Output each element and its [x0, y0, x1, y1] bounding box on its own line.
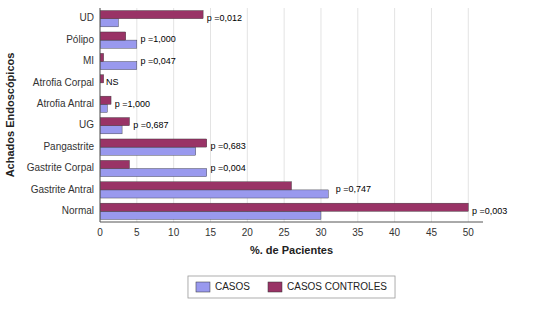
grid-line: [468, 8, 469, 222]
x-tick-label: 10: [168, 227, 180, 238]
chart: 0 5 10 15 20 25 30 35 40 45 50 Normal Gastrite Antra…: [0, 0, 533, 314]
p-value: p =0,683: [210, 141, 245, 151]
legend-swatch: [196, 282, 210, 292]
y-tick-label: Pangastrite: [43, 141, 94, 152]
x-tick-label: 30: [315, 227, 327, 238]
bar: [100, 40, 137, 48]
bar: [100, 75, 104, 83]
x-tick-label: 20: [242, 227, 254, 238]
bar: [100, 147, 196, 155]
bar: [100, 160, 129, 168]
grid: [100, 8, 468, 222]
x-tick-label: 5: [134, 227, 140, 238]
bar: [100, 126, 122, 134]
y-tick-label: UD: [80, 12, 94, 23]
x-tick-label: 25: [279, 227, 291, 238]
legend-frame: [188, 276, 395, 298]
x-tick-label: 50: [463, 227, 475, 238]
p-value: p =0,047: [141, 56, 176, 66]
legend-label: CASOS: [215, 281, 250, 292]
bars: [100, 11, 468, 220]
legend-label: CASOS CONTROLES: [287, 281, 387, 292]
x-tick-label: 15: [205, 227, 217, 238]
p-value: p =1,000: [115, 99, 150, 109]
bar: [100, 104, 107, 112]
x-tick-label: 0: [97, 227, 103, 238]
y-tick-label: Normal: [62, 205, 94, 216]
bar: [100, 182, 292, 190]
y-tick-label: MI: [83, 55, 94, 66]
bar: [100, 139, 207, 147]
legend-item: CASOS CONTROLES: [268, 281, 387, 292]
bar: [100, 32, 126, 40]
bar: [100, 169, 207, 177]
legend: CASOS CASOS CONTROLES: [188, 276, 395, 298]
y-axis-line: [100, 8, 101, 222]
bar: [100, 203, 468, 211]
y-tick-label: Gastrite Antral: [31, 184, 94, 195]
legend-item: CASOS: [196, 281, 250, 292]
bar: [100, 19, 118, 27]
x-axis-label: %. de Pacientes: [250, 244, 333, 256]
bar: [100, 190, 328, 198]
x-tick-label: 45: [426, 227, 438, 238]
x-axis-line: [100, 222, 483, 223]
bar: [100, 53, 104, 61]
grid-line: [431, 8, 432, 222]
p-value: p =1,000: [141, 34, 176, 44]
y-tick-label: Atrofia Corpal: [33, 77, 94, 88]
legend-swatch: [268, 282, 282, 292]
grid-line: [394, 8, 395, 222]
p-value: p =0,747: [336, 184, 371, 194]
bar: [100, 118, 129, 126]
y-axis-label: Achados Endoscópicos: [4, 53, 16, 178]
grid-line: [100, 8, 101, 222]
x-tick-label: 40: [389, 227, 401, 238]
p-value: p =0,687: [133, 120, 168, 130]
bar: [100, 11, 203, 19]
p-value: NS: [106, 77, 119, 87]
x-tick-label: 35: [352, 227, 364, 238]
y-tick-label: UG: [79, 119, 94, 130]
bar: [100, 96, 111, 104]
y-tick-label: Atrofia Antral: [37, 98, 94, 109]
bar: [100, 62, 137, 70]
p-value: p =0,003: [472, 206, 507, 216]
p-value: p =0,004: [210, 163, 245, 173]
y-tick-label: Gastrite Corpal: [27, 162, 94, 173]
p-value: p =0,012: [207, 13, 242, 23]
y-tick-label: Pólipo: [66, 34, 94, 45]
bar: [100, 211, 321, 219]
